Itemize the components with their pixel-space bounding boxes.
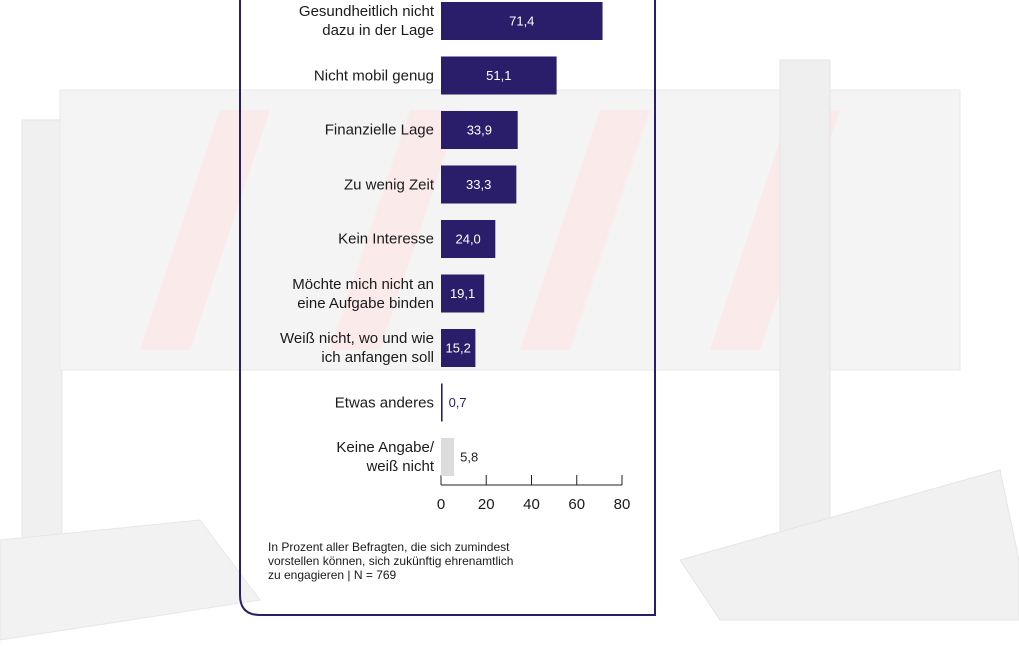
bar — [441, 220, 496, 258]
value-label: 33,3 — [466, 177, 491, 192]
value-label: 33,9 — [467, 122, 492, 137]
category-label: Etwas anderes — [334, 394, 434, 411]
category-label: Keine Angabe/ weiß nicht — [336, 439, 434, 475]
category-label: Weiß nicht, wo und wie ich anfangen soll — [280, 330, 434, 366]
bar — [441, 274, 485, 313]
category-label: Finanzielle Lage — [324, 121, 434, 139]
x-tick-label: 40 — [523, 496, 540, 513]
bar — [441, 438, 455, 476]
bar — [441, 111, 518, 149]
x-tick-label: 80 — [614, 496, 631, 513]
value-label: 71,4 — [509, 13, 534, 28]
value-label: 15,2 — [446, 340, 471, 355]
value-label: 5,8 — [460, 449, 478, 464]
value-label: 0,7 — [449, 395, 467, 410]
card-border — [239, 0, 656, 616]
category-label: Kein Interesse — [338, 230, 434, 248]
category-label: Gesundheitlich nicht dazu in der Lage — [298, 3, 434, 39]
value-label: 19,1 — [450, 286, 475, 301]
x-tick-label: 20 — [478, 496, 495, 513]
bar — [441, 165, 517, 204]
value-label: 51,1 — [486, 68, 511, 83]
bar — [441, 56, 557, 95]
category-label: Möchte mich nicht an eine Aufgabe binden — [292, 275, 434, 312]
x-tick-label: 0 — [437, 496, 445, 513]
value-label: 24,0 — [455, 231, 480, 246]
x-tick-label: 60 — [568, 496, 585, 513]
category-label: Nicht mobil genug — [313, 67, 434, 84]
bar — [441, 383, 443, 422]
bar — [441, 329, 476, 367]
footnote: In Prozent aller Befragten, die sich zum… — [268, 540, 514, 582]
category-label: Zu wenig Zeit — [343, 176, 434, 193]
bar — [441, 2, 603, 40]
